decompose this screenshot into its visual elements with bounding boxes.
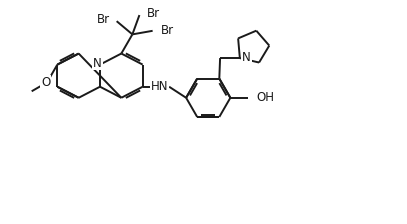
Text: N: N: [93, 56, 102, 69]
Text: O: O: [41, 76, 50, 89]
Text: Br: Br: [160, 24, 174, 37]
Text: HN: HN: [151, 80, 168, 93]
Text: Br: Br: [96, 13, 109, 26]
Text: OH: OH: [257, 91, 275, 104]
Text: Br: Br: [147, 7, 160, 20]
Text: N: N: [242, 51, 251, 64]
